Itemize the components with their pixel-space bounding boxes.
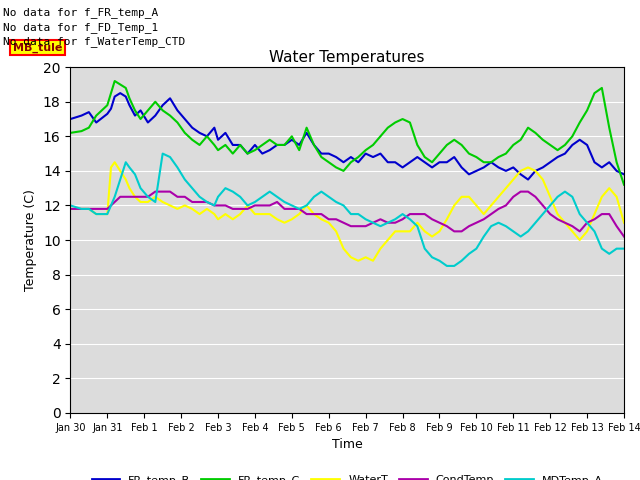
Text: No data for f_FD_Temp_1: No data for f_FD_Temp_1 — [3, 22, 159, 33]
Text: MB_tule: MB_tule — [13, 42, 62, 53]
Legend: FR_temp_B, FR_temp_C, WaterT, CondTemp, MDTemp_A: FR_temp_B, FR_temp_C, WaterT, CondTemp, … — [87, 470, 607, 480]
Title: Water Temperatures: Water Temperatures — [269, 49, 425, 65]
X-axis label: Time: Time — [332, 438, 363, 451]
Text: No data for f_WaterTemp_CTD: No data for f_WaterTemp_CTD — [3, 36, 186, 47]
Y-axis label: Temperature (C): Temperature (C) — [24, 189, 37, 291]
Text: No data for f_FR_temp_A: No data for f_FR_temp_A — [3, 7, 159, 18]
